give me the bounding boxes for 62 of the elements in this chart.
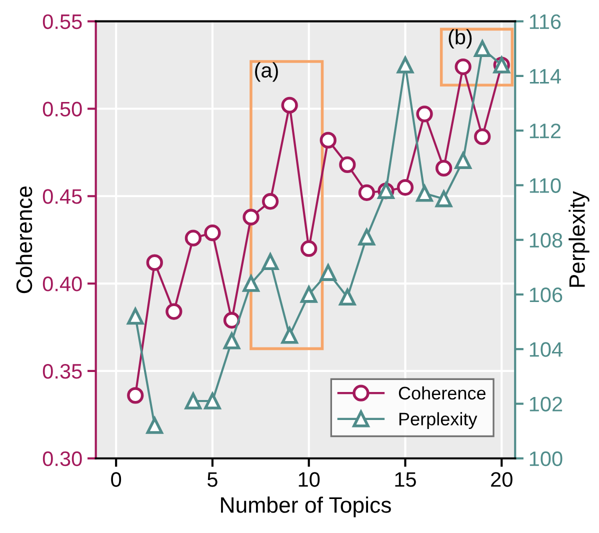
y2-tick-label: 102 xyxy=(530,396,562,412)
point xyxy=(242,275,260,292)
point xyxy=(396,179,414,196)
point xyxy=(435,160,452,177)
point xyxy=(454,58,472,76)
y-tick-label: 0.50 xyxy=(42,102,82,116)
point xyxy=(242,208,260,226)
point xyxy=(339,156,356,174)
point xyxy=(435,190,452,208)
point xyxy=(262,193,279,210)
y2-tick-label: 116 xyxy=(530,14,561,30)
legend-label: Coherence xyxy=(398,386,486,400)
point xyxy=(223,312,240,329)
point xyxy=(146,254,163,271)
point xyxy=(127,387,144,404)
point xyxy=(416,106,433,122)
x-tick-label: 10 xyxy=(298,472,320,487)
x-tick-label: 20 xyxy=(491,472,512,487)
y-tick-label: 0.35 xyxy=(42,364,82,379)
x-tick-label: 5 xyxy=(208,472,218,487)
point xyxy=(474,128,491,146)
point xyxy=(320,264,336,281)
legend-label: Perplexity xyxy=(399,412,478,430)
point xyxy=(166,303,182,320)
point xyxy=(416,185,433,202)
y-tick-label: 0.30 xyxy=(42,451,82,466)
point xyxy=(300,240,318,257)
y2-tick-label: 106 xyxy=(530,287,562,302)
point xyxy=(396,56,414,74)
point xyxy=(474,40,491,57)
y-tick-label: 0.55 xyxy=(42,14,82,30)
point xyxy=(127,308,144,325)
point xyxy=(281,96,298,114)
x-tick-label: 0 xyxy=(111,472,122,487)
point xyxy=(339,288,356,306)
annotation: (a) xyxy=(255,62,278,82)
x-axis-title: Number of Topics xyxy=(221,496,391,518)
point xyxy=(204,224,221,242)
point xyxy=(262,253,279,270)
point xyxy=(358,228,376,246)
x-tick-label: 15 xyxy=(395,472,416,487)
y2-axis-title: Perplexity xyxy=(568,191,590,287)
point xyxy=(184,392,202,410)
y2-tick-label: 100 xyxy=(530,451,562,466)
y-tick-label: 0.40 xyxy=(42,276,82,292)
y2-tick-label: 114 xyxy=(530,69,561,84)
point xyxy=(146,417,163,434)
point xyxy=(454,152,472,169)
y2-tick-label: 104 xyxy=(530,342,562,357)
y2-tick-label: 110 xyxy=(530,178,561,193)
y-tick-label: 0.45 xyxy=(42,189,82,204)
point xyxy=(204,392,221,410)
point xyxy=(223,332,240,350)
y2-tick-label: 108 xyxy=(530,232,562,248)
annotation: (b) xyxy=(448,29,472,49)
point xyxy=(320,132,336,149)
y-axis-title: Coherence xyxy=(16,186,32,294)
point xyxy=(184,230,202,246)
point xyxy=(300,286,318,303)
y2-tick-label: 112 xyxy=(530,124,561,138)
point xyxy=(281,327,298,344)
point xyxy=(358,184,376,201)
